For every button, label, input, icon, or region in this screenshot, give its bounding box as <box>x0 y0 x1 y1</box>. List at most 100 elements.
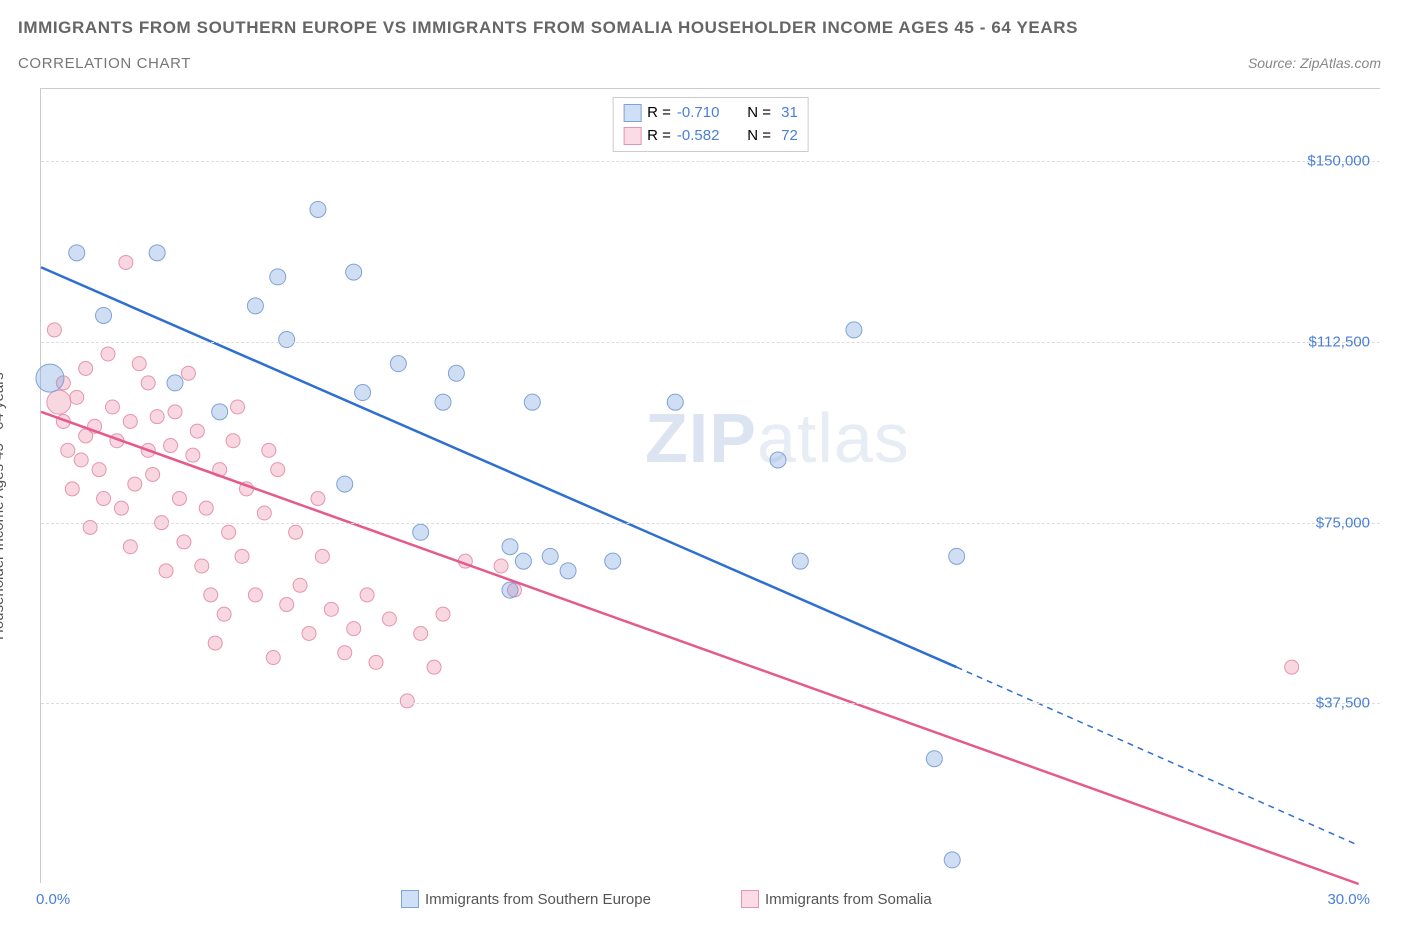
data-point <box>105 400 119 414</box>
data-point <box>247 298 263 314</box>
data-point <box>96 307 112 323</box>
trend-line <box>41 412 1359 884</box>
data-point <box>159 564 173 578</box>
data-point <box>69 245 85 261</box>
data-point <box>47 323 61 337</box>
stats-R-label: R = <box>647 102 671 125</box>
data-point <box>337 476 353 492</box>
legend-entry: Immigrants from Southern Europe <box>401 890 651 908</box>
data-point <box>181 366 195 380</box>
stats-R-label: R = <box>647 125 671 148</box>
data-point <box>141 376 155 390</box>
data-point <box>382 612 396 626</box>
data-point <box>346 264 362 280</box>
y-tick-label: $75,000 <box>1316 514 1370 531</box>
y-tick-label: $150,000 <box>1307 153 1370 170</box>
data-point <box>502 539 518 555</box>
data-point <box>302 626 316 640</box>
stats-N-value: 31 <box>777 102 798 125</box>
data-point <box>65 482 79 496</box>
data-point <box>146 467 160 481</box>
legend-swatch <box>741 890 759 908</box>
gridline <box>41 523 1380 524</box>
data-point <box>128 477 142 491</box>
data-point <box>190 424 204 438</box>
stats-N-label: N = <box>739 125 771 148</box>
data-point <box>770 452 786 468</box>
gridline <box>41 342 1380 343</box>
data-point <box>79 429 93 443</box>
data-point <box>172 492 186 506</box>
stats-row: R = -0.710 N = 31 <box>623 102 798 125</box>
data-point <box>119 255 133 269</box>
data-point <box>195 559 209 573</box>
data-point <box>280 598 294 612</box>
data-point <box>164 439 178 453</box>
legend-label: Immigrants from Southern Europe <box>425 891 651 908</box>
data-point <box>400 694 414 708</box>
data-point <box>542 548 558 564</box>
gridline <box>41 161 1380 162</box>
data-point <box>222 525 236 539</box>
data-point <box>311 492 325 506</box>
data-point <box>355 385 371 401</box>
data-point <box>413 524 429 540</box>
scatter-plot <box>41 89 1380 883</box>
x-tick-label: 30.0% <box>1327 891 1370 908</box>
data-point <box>338 646 352 660</box>
data-point <box>36 364 64 392</box>
data-point <box>150 410 164 424</box>
data-point <box>279 332 295 348</box>
data-point <box>92 463 106 477</box>
data-point <box>390 356 406 372</box>
data-point <box>792 553 808 569</box>
data-point <box>248 588 262 602</box>
data-point <box>226 434 240 448</box>
y-axis-label: Householder Income Ages 45 - 64 years <box>0 372 7 640</box>
data-point <box>369 655 383 669</box>
data-point <box>560 563 576 579</box>
stats-N-value: 72 <box>777 125 798 148</box>
data-point <box>212 404 228 420</box>
stats-swatch <box>623 127 641 145</box>
data-point <box>79 361 93 375</box>
stats-N-label: N = <box>739 102 771 125</box>
data-point <box>61 443 75 457</box>
data-point <box>270 269 286 285</box>
data-point <box>324 602 338 616</box>
y-tick-label: $112,500 <box>1309 333 1370 350</box>
y-tick-label: $37,500 <box>1316 695 1370 712</box>
data-point <box>217 607 231 621</box>
data-point <box>199 501 213 515</box>
data-point <box>414 626 428 640</box>
data-point <box>235 549 249 563</box>
data-point <box>262 443 276 457</box>
data-point <box>360 588 374 602</box>
data-point <box>944 852 960 868</box>
data-point <box>74 453 88 467</box>
data-point <box>168 405 182 419</box>
data-point <box>257 506 271 520</box>
data-point <box>315 549 329 563</box>
legend-swatch <box>401 890 419 908</box>
data-point <box>494 559 508 573</box>
data-point <box>123 540 137 554</box>
stats-R-value: -0.582 <box>677 125 733 148</box>
data-point <box>132 357 146 371</box>
data-point <box>289 525 303 539</box>
data-point <box>515 553 531 569</box>
stats-row: R = -0.582 N = 72 <box>623 125 798 148</box>
x-tick-label: 0.0% <box>36 891 70 908</box>
data-point <box>208 636 222 650</box>
data-point <box>427 660 441 674</box>
stats-R-value: -0.710 <box>677 102 733 125</box>
trend-line-extrapolated <box>957 667 1359 845</box>
data-point <box>149 245 165 261</box>
data-point <box>347 622 361 636</box>
chart-area: ZIPatlas R =-0.710 N = 31R =-0.582 N = 7… <box>40 88 1380 883</box>
source-label: Source: ZipAtlas.com <box>1248 55 1381 71</box>
data-point <box>266 651 280 665</box>
data-point <box>114 501 128 515</box>
data-point <box>435 394 451 410</box>
data-point <box>271 463 285 477</box>
